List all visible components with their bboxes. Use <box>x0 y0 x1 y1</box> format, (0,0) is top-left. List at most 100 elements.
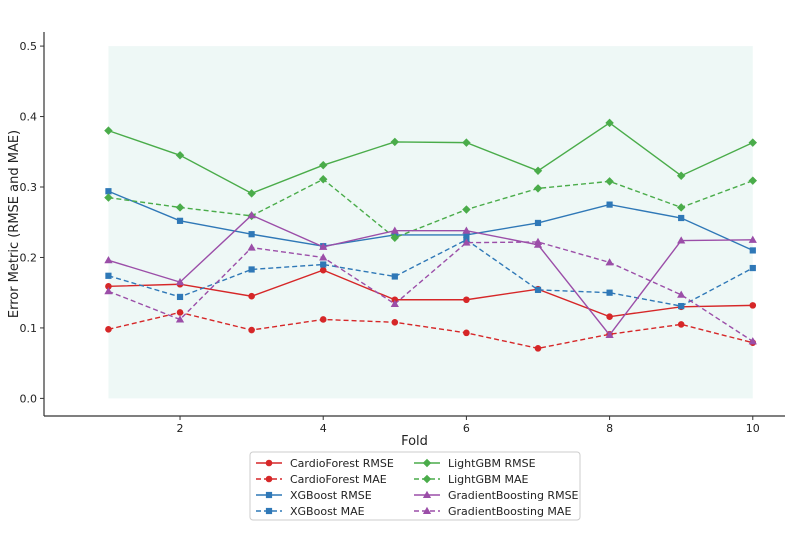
x-tick-label: 6 <box>463 422 470 435</box>
xgboost-rmse-point <box>248 231 255 238</box>
lightgbm-rmse-point <box>462 138 471 147</box>
xgboost-mae-point <box>248 266 255 273</box>
gradientboosting-mae-point <box>175 315 185 323</box>
legend: CardioForest RMSE CardioForest MAE XGBoost… <box>249 451 581 521</box>
lightgbm-mae-point <box>175 203 185 212</box>
gradientboosting-mae-point <box>319 253 328 261</box>
xgboost-mae-point <box>320 261 327 268</box>
lightgbm-rmse-point <box>748 138 758 147</box>
legend-swatch-marker <box>265 459 273 467</box>
legend-item-cardioforest-mae: CardioForest MAE <box>256 473 387 486</box>
shaded-region <box>108 46 753 399</box>
legend-label: CardioForest MAE <box>290 473 387 486</box>
legend-label: GradientBoosting RMSE <box>448 489 579 502</box>
legend-swatch-marker <box>265 507 273 515</box>
lightgbm-mae-point <box>104 193 113 202</box>
legend-item-lightgbm-mae: LightGBM MAE <box>414 473 529 486</box>
cardioforest-mae-point <box>677 321 685 328</box>
legend-item-cardioforest-rmse: CardioForest RMSE <box>256 457 394 470</box>
gradientboosting-mae-point <box>104 287 113 295</box>
cardioforest-rmse-point <box>606 313 613 320</box>
y-tick-label: 0.2 <box>20 251 38 264</box>
xgboost-mae-point <box>391 273 398 280</box>
legend-label: GradientBoosting MAE <box>448 505 571 518</box>
y-tick-label: 0.4 <box>20 111 38 124</box>
xgboost-mae-point <box>534 286 542 293</box>
gradientboosting-rmse-point <box>748 235 757 243</box>
gradientboosting-mae-point <box>462 238 471 246</box>
y-axis-label: Error Metric (RMSE and MAE) <box>7 130 22 318</box>
y-tick-label: 0.5 <box>20 40 38 53</box>
cardioforest-mae-point <box>391 318 399 326</box>
gradientboosting-rmse-point <box>175 277 185 286</box>
cardioforest-rmse-point <box>319 266 327 274</box>
gradientboosting-mae-point <box>390 299 399 307</box>
y-tick-label: 0.3 <box>20 181 38 194</box>
cardioforest-mae-point <box>463 329 470 337</box>
legend-item-xgboost-rmse: XGBoost RMSE <box>256 489 372 502</box>
lightgbm-rmse-point <box>104 126 113 135</box>
lightgbm-mae-point <box>318 175 328 184</box>
legend-label: LightGBM RMSE <box>448 457 536 470</box>
lightgbm-mae-point <box>533 184 543 193</box>
gradientboosting-mae-point <box>533 237 543 245</box>
gradientboosting-rmse-point <box>605 330 614 338</box>
xgboost-rmse-point <box>176 217 184 224</box>
cardioforest-rmse-point <box>248 292 255 300</box>
gradientboosting-rmse-line <box>108 214 753 337</box>
gradientboosting-rmse-point <box>104 256 113 264</box>
xgboost-mae-point <box>105 272 112 279</box>
legend-item-gradientboosting-rmse: GradientBoosting RMSE <box>414 489 579 502</box>
xgboost-rmse-point <box>534 219 542 227</box>
cardioforest-mae-point <box>176 309 184 316</box>
x-axis-ticks: 2 4 6 8 10 <box>177 416 760 435</box>
legend-swatch-marker <box>422 474 432 484</box>
xgboost-rmse-point <box>678 214 685 222</box>
gradientboosting-rmse-point <box>677 236 686 244</box>
lightgbm-mae-line <box>108 178 754 239</box>
lightgbm-rmse-point <box>318 160 328 170</box>
legend-swatch-marker <box>422 458 432 468</box>
legend-label: XGBoost MAE <box>290 505 365 518</box>
lightgbm-mae-point <box>390 233 400 242</box>
lightgbm-mae-point <box>676 203 686 212</box>
cardioforest-rmse-point <box>749 302 757 309</box>
xgboost-rmse-point <box>749 247 756 254</box>
xgboost-mae-point <box>606 289 613 296</box>
xgboost-rmse-line <box>108 190 754 252</box>
legend-swatch-marker <box>422 506 432 515</box>
legend-item-lightgbm-rmse: LightGBM RMSE <box>414 457 536 470</box>
cardioforest-mae-line <box>108 311 753 350</box>
legend-frame <box>249 451 581 521</box>
cardioforest-mae-point <box>319 316 327 323</box>
x-tick-label: 8 <box>606 422 613 435</box>
gradientboosting-rmse-point <box>390 226 399 234</box>
lightgbm-rmse-point <box>605 118 614 128</box>
series-lightgbm-rmse <box>104 118 758 198</box>
gradientboosting-mae-point <box>677 290 686 298</box>
lightgbm-rmse-point <box>390 137 400 147</box>
x-tick-label: 2 <box>177 422 184 435</box>
legend-item-xgboost-mae: XGBoost MAE <box>256 505 365 518</box>
lightgbm-mae-point <box>605 177 614 186</box>
gradientboosting-mae-point <box>605 258 614 266</box>
gradientboosting-mae-point <box>748 337 757 345</box>
y-axis-ticks: 0.0 0.1 0.2 0.3 0.4 0.5 <box>20 40 44 405</box>
xgboost-rmse-point <box>105 188 112 195</box>
lightgbm-rmse-point <box>247 189 256 198</box>
series-xgboost-mae <box>105 236 756 310</box>
cardioforest-rmse-line <box>108 269 753 318</box>
series-gradientboosting-mae <box>104 237 757 345</box>
y-tick-label: 0.1 <box>20 322 38 335</box>
xgboost-mae-point <box>749 264 756 272</box>
lightgbm-mae-point <box>748 176 758 185</box>
legend-label: XGBoost RMSE <box>290 489 372 502</box>
x-tick-label: 10 <box>746 422 760 435</box>
x-axis-label: Fold <box>401 434 428 449</box>
gradientboosting-rmse-point <box>319 242 328 250</box>
gradientboosting-mae-point <box>247 243 256 251</box>
legend-swatch-marker <box>265 491 273 499</box>
xgboost-mae-line <box>108 239 754 307</box>
lightgbm-rmse-point <box>533 166 543 176</box>
